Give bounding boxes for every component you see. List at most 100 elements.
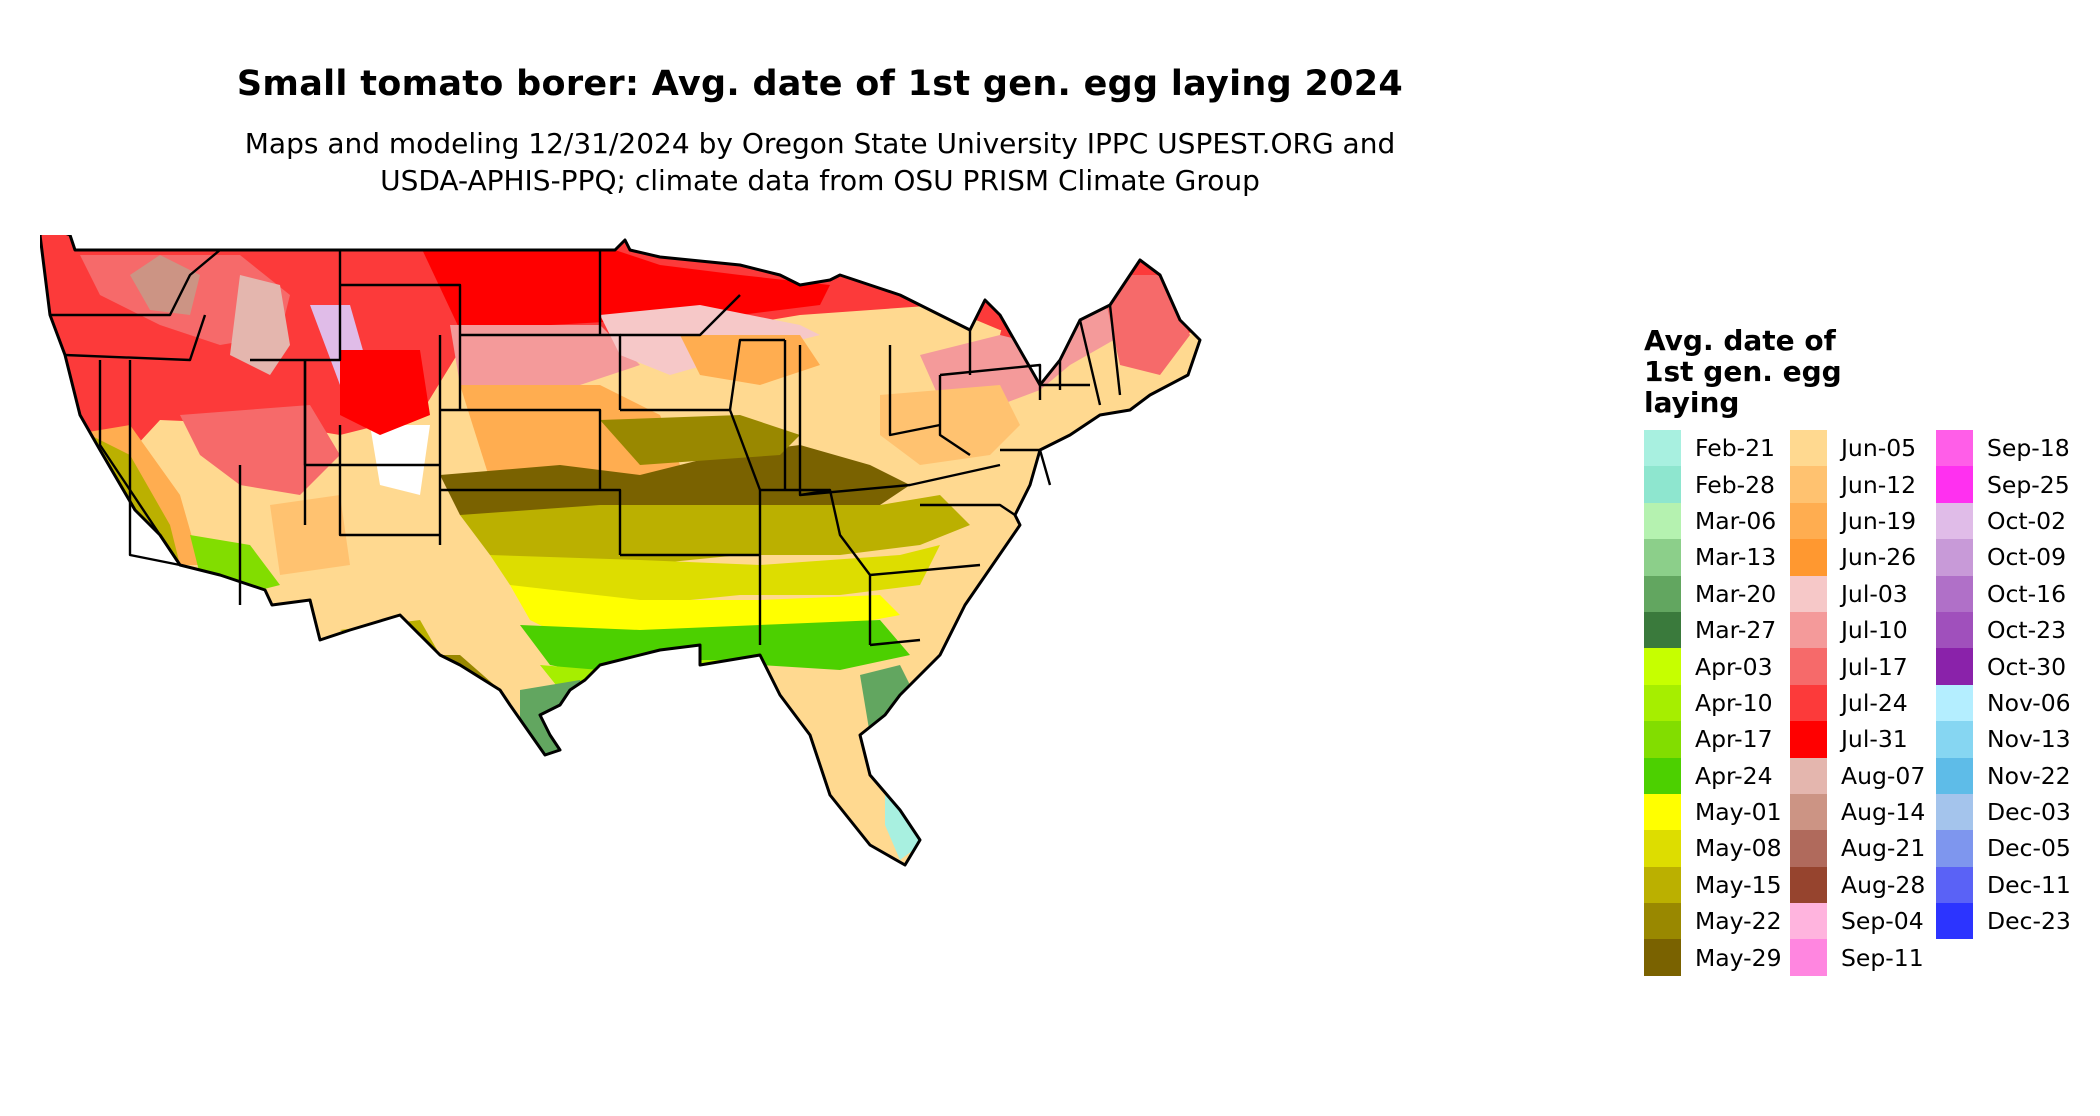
legend-label: Oct-02 (1987, 506, 2067, 535)
legend-item: Apr-10 (1644, 684, 1782, 722)
legend-swatch (1936, 466, 1973, 503)
legend-label: Apr-10 (1695, 688, 1773, 717)
legend-label: May-22 (1695, 907, 1782, 936)
legend-label: Sep-04 (1841, 907, 1924, 936)
legend-item: Sep-11 (1790, 939, 1925, 976)
legend-swatch (1790, 721, 1827, 758)
legend-swatch (1790, 575, 1827, 612)
legend-label: Oct-09 (1987, 543, 2067, 572)
legend-label: Oct-16 (1987, 579, 2067, 608)
legend-item: Jul-03 (1790, 575, 1925, 612)
legend-label: May-01 (1695, 798, 1782, 827)
legend-swatch (1790, 684, 1827, 722)
legend-label: Mar-27 (1695, 616, 1777, 645)
legend-label: Jul-03 (1841, 579, 1908, 608)
legend-item: Nov-06 (1936, 684, 2071, 722)
legend-swatch (1936, 830, 1973, 867)
map-title: Small tomato borer: Avg. date of 1st gen… (236, 64, 1404, 104)
legend-swatch (1644, 939, 1681, 976)
legend-swatch (1936, 611, 1973, 649)
legend-label: Jun-12 (1841, 470, 1917, 499)
legend-item: Sep-25 (1936, 466, 2071, 503)
legend-item: Aug-07 (1790, 757, 1926, 794)
legend-swatch (1644, 430, 1681, 467)
legend-swatch (1644, 830, 1681, 867)
legend-label: Aug-07 (1841, 761, 1926, 790)
legend-label: Aug-14 (1841, 798, 1926, 827)
legend-label: Apr-17 (1695, 725, 1773, 754)
legend-item: Jul-17 (1790, 648, 1925, 685)
legend-swatch (1644, 866, 1681, 904)
legend-label: May-08 (1695, 834, 1782, 863)
legend-swatch (1644, 684, 1681, 722)
legend-swatch (1644, 502, 1681, 540)
legend-swatch (1644, 648, 1681, 685)
legend-swatch (1644, 903, 1681, 940)
legend-swatch (1644, 466, 1681, 503)
legend-item: Aug-21 (1790, 830, 1925, 867)
legend-label: Dec-05 (1987, 834, 2071, 863)
legend-title: Avg. date of 1st gen. egg laying (1644, 324, 1842, 419)
legend-item: Aug-28 (1790, 866, 1926, 904)
legend-item: May-22 (1644, 903, 1782, 940)
legend-swatch (1936, 648, 1973, 685)
legend-label: May-29 (1695, 943, 1782, 972)
legend-label: Sep-25 (1987, 470, 2070, 499)
legend-item: Apr-03 (1644, 648, 1782, 685)
us-map (40, 235, 1202, 867)
legend-swatch (1790, 866, 1827, 904)
legend-label: Oct-23 (1987, 616, 2067, 645)
legend: Feb-21 Feb-28 Mar-06 Mar-13 Mar-20 Mar-27 Apr-… (1644, 430, 2100, 980)
legend-swatch (1936, 721, 1973, 758)
legend-swatch (1790, 757, 1827, 794)
legend-swatch (1644, 575, 1681, 612)
legend-item: Jun-05 (1790, 430, 1925, 467)
legend-column-1: Feb-21 Feb-28 Mar-06 Mar-13 Mar-20 Mar-27 Apr-… (1644, 430, 1782, 976)
legend-swatch (1936, 539, 1973, 576)
legend-label: Nov-13 (1987, 725, 2071, 754)
legend-item: Oct-16 (1936, 575, 2071, 612)
legend-label: Aug-28 (1841, 870, 1926, 899)
legend-item: Jun-12 (1790, 466, 1925, 503)
legend-label: Dec-03 (1987, 798, 2071, 827)
legend-label: Mar-13 (1695, 543, 1777, 572)
legend-swatch (1790, 830, 1827, 867)
legend-item: May-29 (1644, 939, 1782, 976)
legend-swatch (1644, 539, 1681, 576)
legend-item: Oct-23 (1936, 611, 2071, 649)
legend-label: Jul-24 (1841, 688, 1908, 717)
legend-item: Dec-11 (1936, 866, 2071, 904)
legend-column-3: Sep-18 Sep-25 Oct-02 Oct-09 Oct-16 Oct-23 Oct-… (1936, 430, 2071, 940)
legend-item: Feb-21 (1644, 430, 1782, 467)
legend-label: Jul-31 (1841, 725, 1908, 754)
legend-item: Aug-14 (1790, 793, 1926, 831)
legend-item: Oct-02 (1936, 502, 2071, 540)
legend-swatch (1790, 939, 1827, 976)
legend-swatch (1790, 539, 1827, 576)
legend-item: Nov-22 (1936, 757, 2071, 794)
legend-label: Jul-17 (1841, 652, 1908, 681)
legend-label: Mar-20 (1695, 579, 1777, 608)
legend-item: Nov-13 (1936, 721, 2071, 758)
legend-label: Nov-22 (1987, 761, 2071, 790)
legend-label: Feb-28 (1695, 470, 1775, 499)
legend-swatch (1790, 502, 1827, 540)
legend-swatch (1936, 793, 1973, 831)
legend-swatch (1936, 757, 1973, 794)
legend-swatch (1790, 648, 1827, 685)
legend-swatch (1790, 430, 1827, 467)
legend-item: Mar-20 (1644, 575, 1782, 612)
legend-label: Dec-23 (1987, 907, 2071, 936)
legend-label: Jun-05 (1841, 434, 1917, 463)
legend-label: Mar-06 (1695, 506, 1777, 535)
legend-item: Feb-28 (1644, 466, 1782, 503)
us-outline (40, 235, 1202, 867)
legend-item: Dec-05 (1936, 830, 2071, 867)
state-boundaries (50, 249, 1122, 647)
legend-swatch (1790, 793, 1827, 831)
legend-swatch (1936, 866, 1973, 904)
legend-swatch (1936, 684, 1973, 722)
legend-swatch (1644, 611, 1681, 649)
legend-swatch (1644, 721, 1681, 758)
legend-item: Jul-31 (1790, 721, 1925, 758)
